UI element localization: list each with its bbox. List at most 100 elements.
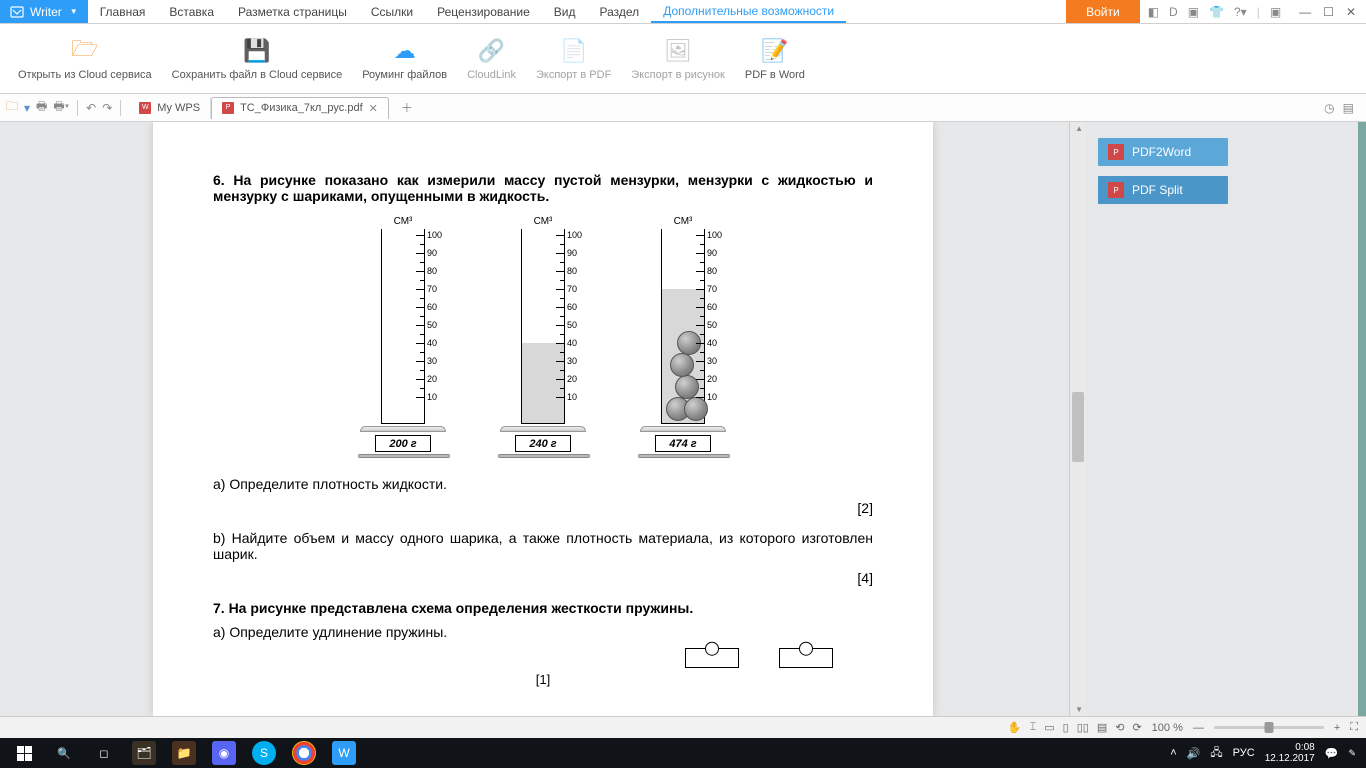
document-viewport[interactable]: ▲ ▼ 6. На рисунке показано как измерили …	[0, 122, 1086, 716]
rotate-right-icon[interactable]: ⟳	[1132, 721, 1141, 734]
statusbar-view-icons: ✋ ⌶ ▭ ▯ ▯▯ ▤ ⟲ ⟳	[1008, 721, 1142, 734]
menu-tab-0[interactable]: Главная	[88, 0, 158, 23]
zoom-level[interactable]: 100 %	[1152, 722, 1183, 734]
scrollbar-thumb[interactable]	[1072, 392, 1084, 462]
list-icon[interactable]: ▤	[1343, 101, 1354, 115]
cylinder-unit-label: СМ³	[674, 216, 693, 227]
undo-icon[interactable]: ↶	[86, 101, 96, 115]
pin-icon[interactable]: ▣	[1270, 5, 1281, 19]
select-tool-icon[interactable]: ⌶	[1030, 721, 1037, 734]
spring-diagram	[213, 648, 873, 668]
tray-up-icon[interactable]: ˄	[1170, 747, 1176, 759]
view-single-icon[interactable]: ▭	[1044, 721, 1054, 734]
tick-label: 20	[707, 374, 717, 384]
search-button[interactable]: 🔍	[46, 739, 82, 767]
zoom-out-button[interactable]: —	[1193, 722, 1204, 734]
start-button[interactable]	[6, 739, 42, 767]
tick	[696, 271, 704, 272]
save-icon[interactable]: ▾	[24, 101, 30, 115]
ribbon-item-6[interactable]: 📝PDF в Word	[737, 33, 813, 85]
doc-tab-close[interactable]: ✕	[369, 102, 378, 115]
hand-tool-icon[interactable]: ✋	[1008, 721, 1022, 734]
clock-icon[interactable]: ◷	[1324, 101, 1334, 115]
tick	[416, 253, 424, 254]
print-icon[interactable]: 🖶	[36, 97, 47, 118]
new-tab-button[interactable]: ＋	[395, 99, 419, 116]
open-icon[interactable]: 🗀	[6, 97, 18, 118]
maximize-button[interactable]: ☐	[1323, 5, 1334, 19]
ribbon-item-3: 🔗CloudLink	[459, 33, 524, 85]
tick-minor	[420, 316, 424, 317]
ribbon-item-2[interactable]: ☁Роуминг файлов	[354, 33, 455, 85]
zoom-in-button[interactable]: +	[1334, 722, 1340, 734]
ribbon-icon-3: 🔗	[478, 37, 506, 65]
taskbar-wps[interactable]: W	[326, 739, 362, 767]
pdf-icon: P	[1108, 182, 1124, 198]
cylinder-2: СМ³100908070605040302010474 г	[638, 216, 728, 458]
tray-time: 0:08	[1265, 742, 1315, 753]
home-icon[interactable]: D	[1169, 5, 1178, 19]
theme-icon[interactable]: ▣	[1188, 5, 1199, 19]
pdf-split-button[interactable]: P PDF Split	[1098, 176, 1228, 204]
taskbar-chrome[interactable]	[286, 739, 322, 767]
print-preview-icon[interactable]: 🖶▾	[53, 97, 69, 118]
menu-tab-5[interactable]: Вид	[542, 0, 588, 23]
tray-volume-icon[interactable]: 🔊	[1187, 747, 1201, 760]
login-button[interactable]: Войти	[1066, 0, 1140, 23]
zoom-slider[interactable]	[1214, 726, 1324, 729]
tray-language[interactable]: РУС	[1233, 747, 1255, 759]
menu-tab-2[interactable]: Разметка страницы	[226, 0, 359, 23]
scale-plate	[500, 426, 586, 432]
close-button[interactable]: ✕	[1346, 5, 1356, 19]
menu-tab-7[interactable]: Дополнительные возможности	[651, 0, 846, 23]
scroll-up-button[interactable]: ▲	[1075, 124, 1083, 133]
scale-readout: 474 г	[655, 435, 711, 452]
question-6b-text: b) Найдите объем и массу одного шарика, …	[213, 530, 873, 562]
help-dropdown-icon[interactable]: ?▾	[1234, 5, 1247, 19]
tick-label: 100	[567, 230, 582, 240]
menu-tab-4[interactable]: Рецензирование	[425, 0, 542, 23]
menu-tab-6[interactable]: Раздел	[588, 0, 652, 23]
view-continuous-icon[interactable]: ▯	[1063, 721, 1069, 734]
writer-app-icon	[10, 5, 24, 19]
tick-label: 80	[427, 266, 437, 276]
tray-clock[interactable]: 0:08 12.12.2017	[1265, 742, 1315, 764]
minimize-button[interactable]: —	[1299, 5, 1311, 19]
tray-network-icon[interactable]: 🖧	[1210, 744, 1222, 763]
menu-tabs: ГлавнаяВставкаРазметка страницыСсылкиРец…	[88, 0, 846, 23]
taskbar-app-2[interactable]: 📁	[166, 739, 202, 767]
tshirt-icon[interactable]: 👕	[1209, 5, 1224, 19]
tray-notifications-icon[interactable]: 💬	[1325, 747, 1339, 760]
fullscreen-icon[interactable]: ⛶	[1350, 721, 1358, 734]
pdf2word-label: PDF2Word	[1132, 145, 1191, 159]
taskbar-app-1[interactable]: 🗂	[126, 739, 162, 767]
tick	[696, 289, 704, 290]
document-tab-0[interactable]: WMy WPS	[129, 97, 211, 119]
tick-minor	[560, 388, 564, 389]
redo-icon[interactable]: ↷	[102, 101, 112, 115]
skin-icon[interactable]: ◧	[1148, 5, 1159, 19]
tick-minor	[420, 352, 424, 353]
tray-pen-icon[interactable]: ✎	[1348, 748, 1356, 759]
taskbar-skype[interactable]: S	[246, 739, 282, 767]
ball	[670, 353, 694, 377]
ribbon-item-1[interactable]: 💾Сохранить файл в Cloud сервисе	[164, 33, 351, 85]
ribbon-item-0[interactable]: 🗁Открыть из Cloud сервиса	[10, 33, 160, 85]
pdf2word-button[interactable]: P PDF2Word	[1098, 138, 1228, 166]
document-tab-1[interactable]: PТС_Физика_7кл_рус.pdf✕	[211, 97, 389, 119]
tick	[416, 379, 424, 380]
task-view-button[interactable]: ◻	[86, 739, 122, 767]
menu-tab-1[interactable]: Вставка	[157, 0, 226, 23]
tick-label: 90	[567, 248, 577, 258]
scale-base: 240 г	[498, 426, 588, 458]
menu-tab-3[interactable]: Ссылки	[359, 0, 425, 23]
taskbar-discord[interactable]: ◉	[206, 739, 242, 767]
view-book-icon[interactable]: ▤	[1097, 721, 1107, 734]
app-menu-button[interactable]: Writer ▼	[0, 0, 88, 23]
view-two-page-icon[interactable]: ▯▯	[1077, 721, 1089, 734]
scroll-down-button[interactable]: ▼	[1075, 705, 1083, 714]
zoom-slider-thumb[interactable]	[1264, 722, 1273, 733]
tick-label: 60	[567, 302, 577, 312]
tick	[416, 361, 424, 362]
rotate-left-icon[interactable]: ⟲	[1115, 721, 1124, 734]
